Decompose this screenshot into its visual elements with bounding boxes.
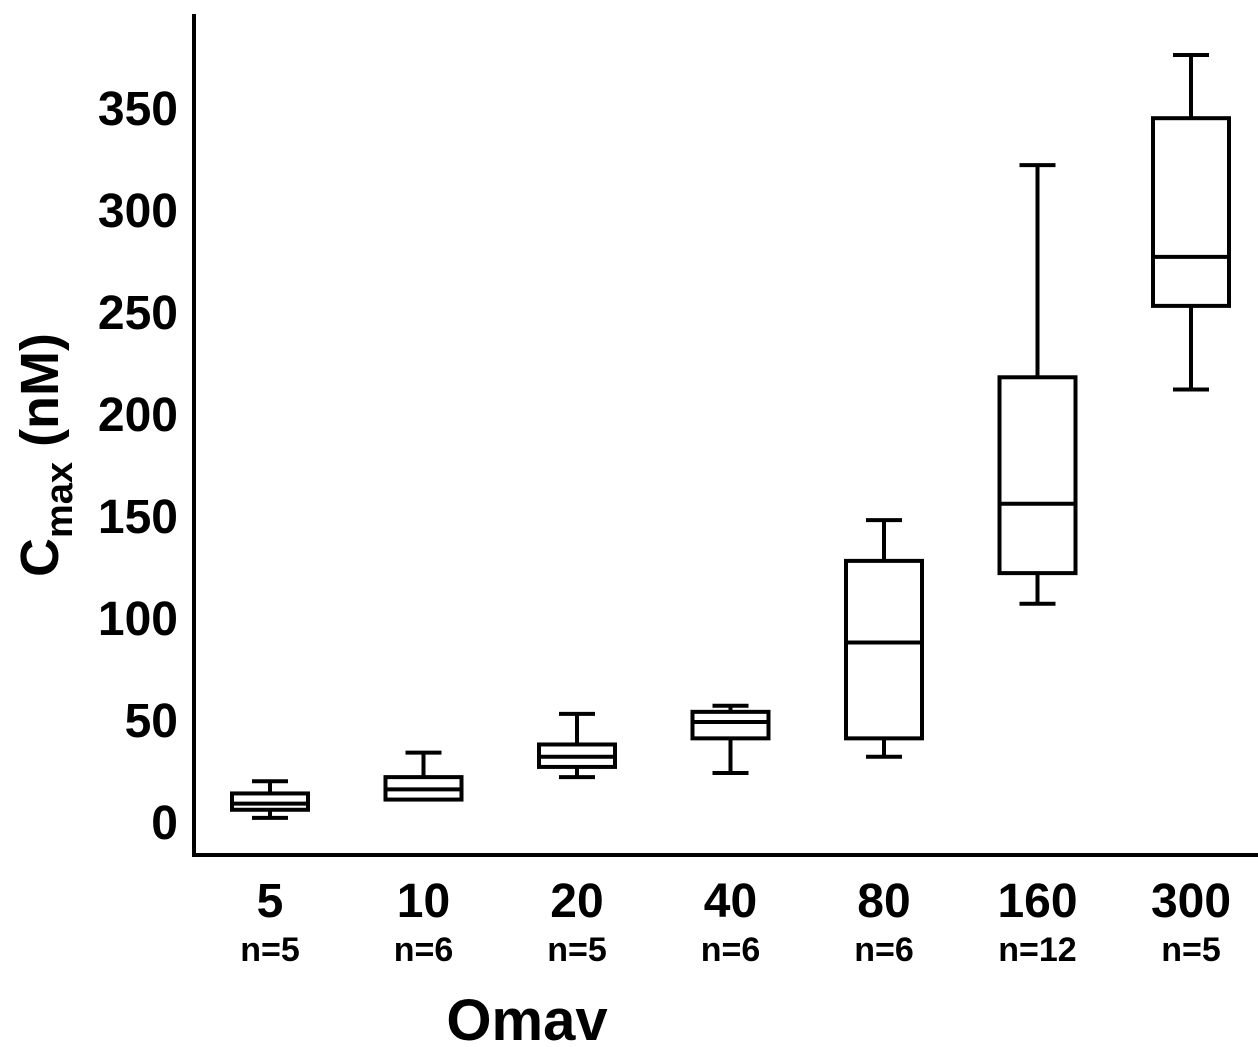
box-iqr <box>1151 116 1231 308</box>
y-tick-label: 0 <box>151 797 178 850</box>
box-iqr <box>230 791 310 812</box>
sample-size-label: n=12 <box>998 931 1076 969</box>
box-group <box>537 711 617 780</box>
x-tick-label: 10 <box>397 875 450 928</box>
box-group <box>690 703 771 776</box>
x-tick-label: 80 <box>857 875 910 928</box>
y-axis: 0 50 100 150 200 250 300 350 <box>98 14 196 855</box>
y-tick-label: 100 <box>98 593 178 646</box>
y-axis-title-unit: (nM) <box>10 333 70 462</box>
sample-size-label: n=6 <box>394 931 454 969</box>
x-tick-label: 5 <box>257 875 284 928</box>
box-series <box>230 52 1231 820</box>
box-group <box>230 779 310 820</box>
x-tick-label: 20 <box>550 875 603 928</box>
y-tick-label: 300 <box>98 185 178 238</box>
y-tick-label: 250 <box>98 287 178 340</box>
box-group <box>997 163 1078 606</box>
sample-size-label: n=6 <box>854 931 914 969</box>
sample-size-label: n=5 <box>240 931 300 969</box>
sample-size-label: n=5 <box>547 931 607 969</box>
box-iqr <box>997 375 1078 576</box>
x-tick-label: 160 <box>997 875 1077 928</box>
y-tick-label: 50 <box>125 695 178 748</box>
box-iqr <box>844 558 924 741</box>
box-group <box>844 518 924 759</box>
box-group <box>1151 52 1231 392</box>
y-axis-title: Cmax (nM) <box>10 333 81 577</box>
sample-size-label: n=5 <box>1161 931 1221 969</box>
x-tick-label: 40 <box>704 875 757 928</box>
y-tick-label: 350 <box>98 83 178 136</box>
y-axis-title-main: C <box>10 538 70 577</box>
y-axis-title-sub: max <box>39 462 81 538</box>
y-tick-label: 150 <box>98 491 178 544</box>
box-iqr <box>690 709 771 741</box>
box-group <box>383 750 464 802</box>
x-axis-title: Omav <box>446 988 607 1047</box>
x-tick-label: 300 <box>1151 875 1231 928</box>
y-tick-label: 200 <box>98 389 178 442</box>
sample-size-label: n=6 <box>701 931 761 969</box>
